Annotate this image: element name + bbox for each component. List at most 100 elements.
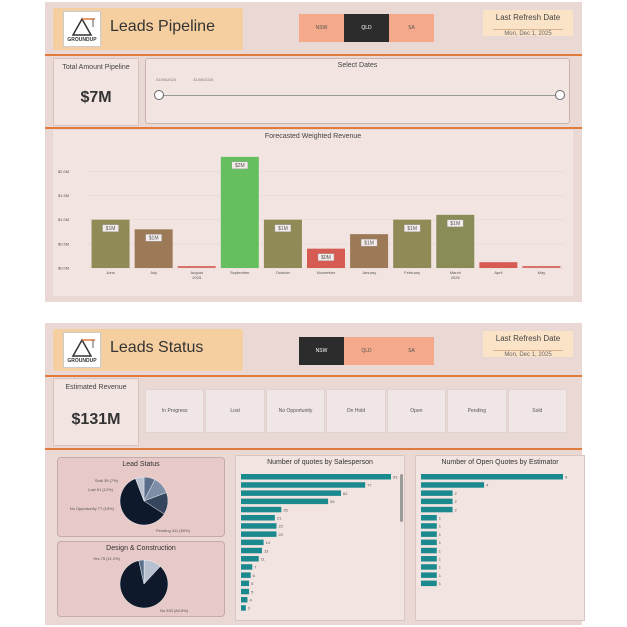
refresh-date: Mon, Dec 1, 2025 [493, 350, 563, 358]
date-slider-track[interactable] [159, 95, 559, 96]
y-tick-label: $1.5M [58, 193, 69, 198]
bar [421, 547, 437, 554]
bar [421, 556, 437, 562]
data-label: 2 [455, 499, 458, 504]
open-quotes-by-estimator-panel: Number of Open Quotes by Estimator 9 4 2 2 2… [415, 455, 585, 621]
crane-icon [71, 338, 95, 357]
forecast-bar-chart: $0.0M $0.5M $1.0M $1.5M $2.0M $1M June $1M July A… [58, 156, 563, 280]
kpi-label: Total Amount Pipeline [62, 64, 130, 71]
kpi-label: Estimated Revenue [65, 384, 127, 391]
filter-open[interactable]: Open [386, 389, 447, 433]
bar [421, 564, 437, 570]
bar [522, 266, 561, 268]
bar [421, 531, 437, 537]
pie-slice-label: Sold 39 (7%) [95, 478, 119, 483]
x-tick-label: January [362, 270, 376, 275]
pie-slice-label: Pending 311 (60%) [156, 528, 191, 533]
pie-slice [135, 476, 145, 502]
date-slider-end-handle[interactable] [555, 90, 565, 100]
region-button-qld[interactable]: QLD [344, 337, 389, 365]
bar [421, 515, 437, 521]
last-refresh: Last Refresh Date Mon, Dec 1, 2025 [483, 10, 573, 37]
data-label: $1M [364, 240, 374, 246]
x-tick-label: February [404, 270, 420, 275]
data-label: $2M [235, 163, 245, 169]
data-label: 4 [486, 483, 489, 488]
date-from[interactable]: 01/06/2024 [156, 77, 177, 82]
x-tick-label: May [538, 270, 546, 275]
data-label: 62 [343, 491, 348, 496]
data-label: 1 [439, 573, 442, 578]
refresh-title: Last Refresh Date [495, 13, 561, 22]
data-label: 93 [393, 475, 398, 480]
filter-lost[interactable]: Lost [205, 389, 265, 433]
data-label: $1M [407, 226, 417, 232]
data-label: 7 [254, 565, 257, 570]
bar [241, 580, 250, 587]
lead-status-panel: Lead Status Sold 39 (7%) Lost 61 (12%) No … [57, 457, 225, 537]
design-construction-title: Design & Construction [106, 545, 176, 552]
pie-slice [119, 560, 169, 609]
data-label: 1 [439, 581, 442, 586]
filter-sold[interactable]: Sold [507, 389, 567, 433]
bar [421, 523, 437, 529]
date-slider-start-handle[interactable] [154, 90, 164, 100]
scrollbar[interactable] [400, 474, 403, 522]
pie-slice-label: No Opportunity 77 (15%) [70, 506, 115, 511]
year-label: 2025 [192, 275, 202, 280]
data-label-box [317, 253, 335, 261]
date-to[interactable]: 31/05/2025 [193, 77, 214, 82]
filter-no-opportunity[interactable]: No Opportunity [265, 389, 326, 433]
data-label-box [231, 161, 249, 170]
company-logo: GROUNDUP [63, 11, 101, 47]
x-tick-label: November [317, 270, 336, 275]
bar [241, 588, 250, 595]
data-label: 22 [278, 532, 283, 537]
data-label: 21 [277, 516, 282, 521]
region-filter: NSW QLD SA [299, 14, 434, 42]
kpi-value: $131M [71, 411, 121, 428]
data-label: 11 [261, 557, 266, 562]
filter-in-progress[interactable]: In Progress [145, 389, 205, 433]
filter-on-hold[interactable]: On Hold [326, 389, 386, 433]
data-label: 2 [455, 491, 458, 496]
status-header: GROUNDUP Leads Status [53, 329, 243, 371]
region-button-sa[interactable]: SA [389, 337, 434, 365]
filter-pending[interactable]: Pending [447, 389, 507, 433]
data-label: 77 [367, 483, 372, 488]
data-label: 5 [251, 581, 254, 586]
bar [241, 474, 391, 480]
data-label: 13 [264, 548, 269, 553]
leads-status-dashboard: GROUNDUP Leads Status NSW QLD SA Last Re… [45, 323, 585, 625]
x-tick-label: July [150, 270, 157, 275]
region-filter: NSW QLD SA [299, 337, 434, 365]
data-label: 6 [253, 573, 256, 578]
logo-text: GROUNDUP [67, 37, 97, 43]
pie-slice [138, 559, 145, 585]
lead-status-pie-chart: Sold 39 (7%) Lost 61 (12%) No Opportunity … [70, 476, 191, 533]
data-label: $1M [278, 226, 288, 232]
data-label: $0M [321, 255, 331, 261]
y-tick-label: $2.0M [58, 169, 69, 174]
design-construction-pie-chart: Yes 75 (11.3%) No 533 (84.5%) [93, 556, 189, 613]
x-tick-label: April [494, 270, 502, 275]
year-label: 2026 [451, 275, 461, 280]
x-tick-label: September [230, 270, 250, 275]
divider [45, 127, 582, 129]
bar [421, 482, 485, 488]
region-button-qld[interactable]: QLD [344, 14, 389, 42]
estimator-bar-chart: 9 4 2 2 2 1 1 1 1 1 1 1 1 1 [421, 474, 568, 587]
data-label: 3 [248, 606, 251, 611]
data-label-box [145, 234, 162, 242]
data-label: 1 [439, 565, 442, 570]
region-button-sa[interactable]: SA [389, 14, 434, 42]
pie-slice-label: No 533 (84.5%) [160, 608, 189, 613]
region-button-nsw[interactable]: NSW [299, 337, 344, 365]
bar [241, 564, 253, 570]
region-button-nsw[interactable]: NSW [299, 14, 344, 42]
data-label-box [360, 238, 378, 247]
data-label: $1M [106, 226, 116, 232]
bar [241, 547, 262, 554]
divider [45, 54, 582, 56]
